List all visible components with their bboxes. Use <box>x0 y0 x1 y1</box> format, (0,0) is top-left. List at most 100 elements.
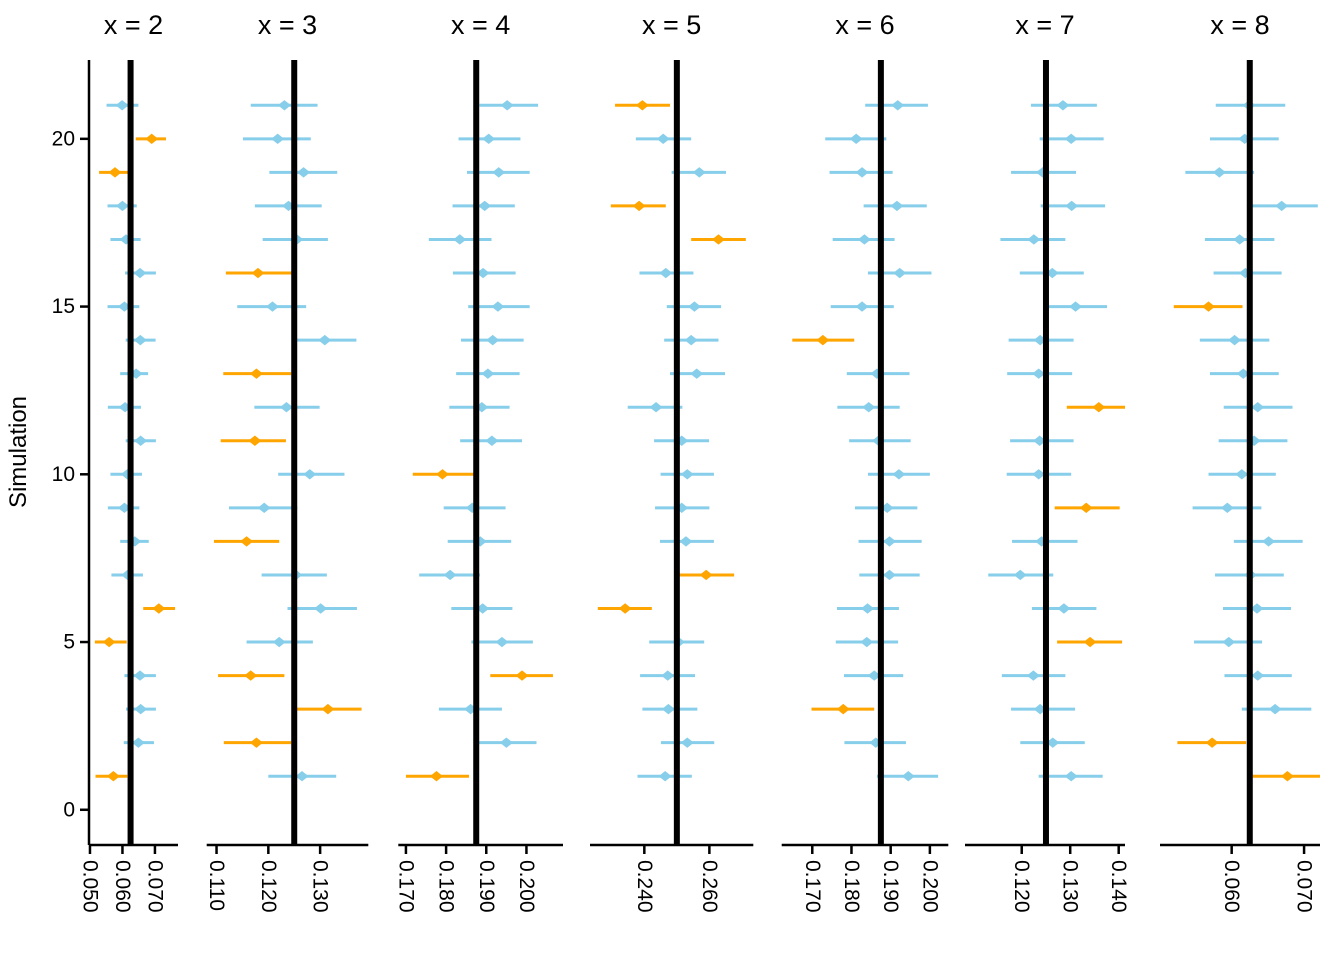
estimate-point <box>115 200 129 212</box>
x-axis-tick-label: 0.070 <box>1293 860 1316 913</box>
estimate-point <box>690 368 704 379</box>
y-axis: Simulation <box>5 60 91 845</box>
estimate-point <box>1220 502 1234 514</box>
facet-panel: x = 6 0.170 0.180 0.190 0.200 <box>781 10 949 913</box>
estimate-point <box>133 334 147 346</box>
x-axis-tick-label: 0.240 <box>633 860 656 913</box>
facet-title: x = 7 <box>1015 10 1074 40</box>
estimate-point <box>486 334 500 346</box>
x-axis-tick-label: 0.260 <box>698 860 721 913</box>
estimate-point <box>453 234 467 245</box>
estimate-point <box>860 636 874 648</box>
estimate-point <box>1250 603 1264 614</box>
estimate-point <box>649 402 663 413</box>
estimate-point <box>429 771 443 782</box>
estimate-point <box>699 569 713 581</box>
estimate-point <box>679 536 693 547</box>
estimate-point <box>862 402 876 413</box>
estimate-point <box>108 167 122 178</box>
x-axis-tick-label: 0.170 <box>394 860 417 913</box>
estimate-point <box>500 100 514 111</box>
estimate-point <box>295 771 309 782</box>
y-axis-tick-label: 5 <box>63 631 75 654</box>
x-axis-tick-label: 0.060 <box>1220 860 1243 913</box>
x-axis-tick-label: 0.060 <box>111 860 134 913</box>
estimate-point <box>692 167 706 178</box>
estimate-point <box>892 469 906 480</box>
estimate-point <box>491 301 505 312</box>
estimate-point <box>849 133 863 145</box>
estimate-point <box>658 771 672 782</box>
estimate-point <box>1202 301 1216 312</box>
estimate-point <box>661 670 675 681</box>
estimate-point <box>476 603 490 614</box>
estimate-point <box>1280 771 1294 782</box>
estimate-point <box>279 402 293 413</box>
estimate-point <box>131 737 145 748</box>
estimate-point <box>485 435 499 446</box>
estimate-point <box>880 502 894 514</box>
facet-title: x = 6 <box>835 10 894 40</box>
estimate-point <box>478 200 492 212</box>
estimate-point <box>680 737 694 748</box>
estimate-point <box>1235 469 1249 480</box>
estimate-point <box>1013 569 1027 581</box>
estimate-point <box>1056 100 1070 111</box>
estimate-point <box>635 100 649 111</box>
x-axis-tick-label: 0.190 <box>475 860 498 913</box>
y-axis-tick-label: 15 <box>52 295 75 318</box>
estimate-point <box>1262 536 1276 547</box>
estimate-point <box>1027 234 1041 245</box>
facet-title: x = 3 <box>258 10 317 40</box>
estimate-point <box>684 334 698 346</box>
estimate-point <box>321 703 335 715</box>
estimate-point <box>1069 301 1083 312</box>
estimate-point <box>816 334 830 346</box>
x-axis-tick-label: 0.140 <box>1107 860 1130 913</box>
x-axis-tick-label: 0.130 <box>309 860 332 913</box>
estimate-point <box>1083 636 1097 648</box>
estimate-point <box>1036 167 1050 178</box>
estimate-point <box>857 234 871 245</box>
estimate-point <box>1032 469 1046 480</box>
estimate-point <box>515 670 529 681</box>
x-axis-tick-label: 0.120 <box>1010 860 1033 913</box>
estimate-point <box>1045 267 1059 279</box>
estimate-point <box>244 670 258 681</box>
x-axis-tick-label: 0.110 <box>205 860 228 911</box>
facet-panels: 0 5 10 15 20 x = 2 0.050 0.060 0.070 x = 3 0.110 0.… <box>52 10 1320 913</box>
estimate-point <box>1064 771 1078 782</box>
estimate-point <box>1092 402 1106 413</box>
estimate-point <box>495 636 509 648</box>
estimate-point <box>1251 402 1265 413</box>
facet-panel: x = 7 0.120 0.130 0.140 <box>965 10 1130 913</box>
estimate-point <box>476 267 490 279</box>
y-axis-tick-label: 20 <box>52 127 75 150</box>
estimate-point <box>152 603 166 614</box>
x-axis-tick-label: 0.120 <box>257 860 280 913</box>
x-axis-tick-label: 0.200 <box>918 860 941 913</box>
y-axis-title: Simulation <box>5 396 32 508</box>
estimate-point <box>115 100 129 111</box>
estimate-point <box>883 569 896 581</box>
estimate-point <box>867 670 881 681</box>
estimate-point <box>102 636 116 648</box>
x-axis-tick-label: 0.200 <box>515 860 538 913</box>
estimate-point <box>303 469 317 480</box>
facet-panel: x = 3 0.110 0.120 0.130 <box>205 10 369 913</box>
estimate-point <box>687 301 701 312</box>
x-axis-tick-label: 0.130 <box>1059 860 1082 913</box>
estimate-point <box>248 435 262 446</box>
estimate-point <box>1228 334 1242 346</box>
estimate-point <box>443 569 457 581</box>
estimate-point <box>435 469 449 480</box>
estimate-point <box>1268 703 1282 715</box>
facet-panel: x = 4 0.170 0.180 0.190 0.200 <box>394 10 563 913</box>
facet-panel: x = 5 0.240 0.260 <box>590 10 754 913</box>
estimate-point <box>1222 636 1236 648</box>
estimate-point <box>251 267 265 279</box>
estimate-point <box>249 368 263 379</box>
estimate-point <box>1236 368 1250 379</box>
estimate-point <box>855 301 869 312</box>
